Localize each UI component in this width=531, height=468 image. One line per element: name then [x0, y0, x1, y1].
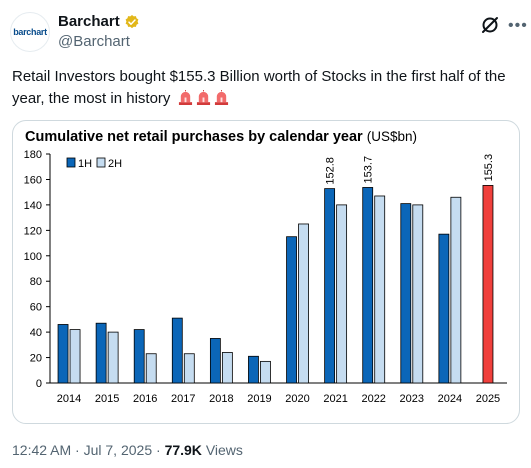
data-label-2021: 152.8 — [325, 157, 337, 185]
x-tick-label: 2015 — [95, 393, 119, 405]
tweet-body: Retail Investors bought $155.3 Billion w… — [12, 68, 506, 107]
x-tick-label: 2020 — [285, 393, 309, 405]
data-label-2025: 155.3 — [483, 154, 495, 182]
x-tick-label: 2017 — [171, 393, 195, 405]
bar-2h-2014 — [69, 329, 81, 384]
legend-swatch-2h — [96, 157, 106, 168]
bar-2h-2023 — [412, 204, 424, 384]
bar-1h-2024 — [438, 233, 450, 384]
police-light-emoji-icon — [214, 90, 228, 105]
y-tick-label: 60 — [30, 302, 42, 314]
legend-swatch-1h — [66, 157, 76, 168]
police-light-emoji-icon — [196, 90, 210, 105]
police-light-emoji-icon — [178, 90, 192, 105]
bar-1h-2022 — [362, 187, 374, 384]
x-tick-label: 2016 — [133, 393, 157, 405]
legend-label-2h: 2H — [108, 158, 122, 170]
x-tick-label: 2023 — [400, 393, 424, 405]
bar-2h-2015 — [107, 331, 119, 384]
chart-title-unit: (US$bn) — [367, 129, 417, 144]
tweet-time[interactable]: 12:42 AM — [12, 442, 72, 458]
y-tick-label: 160 — [24, 174, 42, 186]
footer-separator: · — [75, 442, 80, 458]
y-tick-label: 20 — [30, 353, 42, 365]
verified-badge-icon — [125, 14, 139, 28]
grok-icon[interactable] — [480, 15, 500, 35]
x-tick-label: 2022 — [361, 393, 385, 405]
y-tick-label: 120 — [24, 225, 42, 237]
x-tick-label: 2024 — [438, 393, 462, 405]
y-tick-label: 180 — [24, 149, 42, 161]
chart-image[interactable]: Cumulative net retail purchases by calen… — [12, 120, 520, 424]
x-tick-label: 2021 — [323, 393, 347, 405]
bar-1h-2016 — [133, 329, 145, 384]
bar-2h-2016 — [145, 353, 157, 384]
tweet-text: Retail Investors bought $155.3 Billion w… — [12, 66, 520, 110]
more-options-icon[interactable]: ••• — [508, 17, 528, 34]
account-handle[interactable]: @Barchart — [58, 33, 130, 50]
legend-label-1h: 1H — [78, 158, 92, 170]
bar-2h-2020 — [298, 223, 309, 384]
views-label: Views — [205, 442, 243, 458]
footer-separator: · — [156, 442, 161, 458]
bar-1h-2015 — [95, 322, 107, 384]
x-tick-label: 2018 — [209, 393, 233, 405]
bar-2h-2022 — [374, 195, 386, 384]
bar-1h-2020 — [286, 236, 297, 384]
bar-1h-2019 — [248, 355, 259, 384]
x-tick-label: 2025 — [476, 393, 500, 405]
chart-title-text: Cumulative net retail purchases by calen… — [25, 129, 367, 145]
y-tick-label: 100 — [24, 251, 42, 263]
tweet-footer: 12:42 AM · Jul 7, 2025 · 77.9K Views — [12, 442, 243, 458]
bar-2h-2017 — [183, 353, 195, 384]
x-tick-label: 2019 — [247, 393, 271, 405]
views-count: 77.9K — [164, 442, 202, 458]
bar-1h-2021 — [324, 188, 336, 384]
bar-1h-2023 — [400, 203, 412, 384]
y-tick-label: 140 — [24, 200, 42, 212]
bar-2h-2018 — [221, 352, 233, 384]
avatar[interactable]: barchart — [10, 12, 50, 52]
y-tick-label: 0 — [36, 378, 42, 390]
y-tick-label: 80 — [30, 276, 42, 288]
bar-2h-2021 — [336, 204, 348, 384]
account-name-row: Barchart — [58, 13, 140, 30]
bar-2h-2024 — [450, 196, 462, 384]
data-label-2022: 153.7 — [363, 156, 375, 184]
bar-1h-2018 — [209, 338, 221, 384]
bar-1h-2025 — [482, 185, 494, 384]
y-tick-label: 40 — [30, 327, 42, 339]
x-tick-label: 2014 — [57, 393, 81, 405]
bar-chart: Cumulative net retail purchases by calen… — [24, 129, 507, 405]
display-name[interactable]: Barchart — [58, 13, 120, 30]
bar-2h-2019 — [260, 360, 271, 384]
tweet-date[interactable]: Jul 7, 2025 — [83, 442, 153, 458]
bar-1h-2017 — [171, 317, 183, 384]
chart-title: Cumulative net retail purchases by calen… — [25, 129, 417, 145]
bar-1h-2014 — [57, 324, 69, 384]
avatar-logo-text: barchart — [13, 27, 47, 37]
